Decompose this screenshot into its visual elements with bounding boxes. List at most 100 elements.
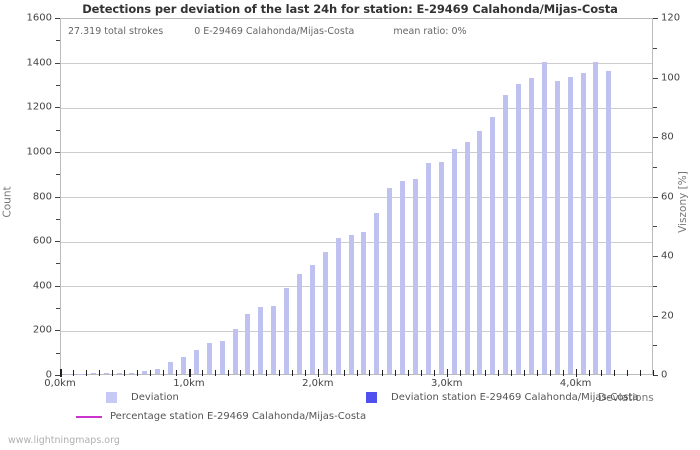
y-tick-minor-left: [56, 352, 60, 354]
x-tick-minor: [214, 370, 216, 376]
x-tick-minor: [524, 370, 526, 376]
legend-label-deviation-station[interactable]: Deviation station E-29469 Calahonda/Mija…: [391, 392, 639, 403]
bar: [438, 162, 444, 374]
y-tick-minor-right: [653, 47, 657, 49]
x-tick-label: 0,0km: [44, 378, 76, 389]
x-tick-minor: [150, 370, 152, 376]
y-tick-label-right: 80: [661, 131, 674, 143]
y-tick-minor-left: [56, 174, 60, 176]
plot-area: [60, 18, 653, 375]
x-tick-minor: [472, 370, 474, 376]
y-tick-left: [55, 107, 60, 109]
x-tick-minor: [498, 370, 500, 376]
bar: [529, 78, 535, 374]
x-tick-minor: [408, 370, 410, 376]
bar: [309, 264, 315, 374]
y-tick-label-right: 60: [661, 191, 674, 202]
bar: [541, 61, 547, 374]
bar: [490, 117, 496, 374]
bar: [387, 187, 393, 374]
y-tick-minor-left: [56, 84, 60, 86]
bar: [271, 305, 277, 374]
bar: [206, 342, 212, 374]
x-tick-minor: [588, 370, 590, 376]
bar: [361, 232, 367, 374]
bar: [606, 70, 612, 374]
y-tick-label-left: 600: [32, 235, 52, 247]
legend-swatch-deviation: [106, 392, 117, 403]
x-tick-minor: [240, 370, 242, 376]
x-tick-label: 4,0km: [559, 378, 592, 389]
bar: [593, 61, 599, 374]
y-tick-right: [653, 315, 658, 317]
y-tick-label-right: 40: [661, 250, 674, 262]
x-tick-minor: [304, 370, 306, 376]
legend-label-percentage-station[interactable]: Percentage station E-29469 Calahonda/Mij…: [110, 411, 367, 422]
x-tick-minor: [420, 370, 422, 376]
y-tick-left: [55, 330, 60, 332]
x-tick-minor: [433, 370, 435, 376]
legend-swatch-percentage-station: [76, 416, 102, 418]
bar: [516, 83, 522, 374]
x-tick-major: [575, 369, 578, 377]
y-tick-label-right: 20: [661, 310, 674, 321]
x-tick-minor: [163, 370, 165, 376]
x-tick-minor: [627, 370, 629, 376]
x-tick-major: [188, 369, 191, 377]
x-tick-minor: [459, 370, 461, 376]
y-tick-left: [55, 62, 60, 64]
x-tick-minor: [176, 370, 178, 376]
bar: [103, 373, 109, 374]
x-tick-minor: [266, 370, 268, 376]
x-tick-major: [60, 369, 62, 377]
y-tick-right: [653, 77, 658, 79]
bar: [348, 234, 354, 374]
x-tick-minor: [485, 370, 487, 376]
bar: [168, 361, 174, 374]
x-tick-minor: [536, 370, 538, 376]
y-tick-right: [653, 375, 658, 376]
y-tick-minor-left: [56, 308, 60, 310]
x-tick-minor: [601, 370, 603, 376]
x-tick-minor: [382, 370, 384, 376]
gridline: [61, 108, 652, 109]
x-tick-minor: [279, 370, 281, 376]
legend-swatch-deviation-station: [366, 392, 377, 403]
x-tick-label: 1,0km: [173, 378, 205, 389]
bar: [335, 237, 341, 374]
chart-annotations: 27.319 total strokes 0 E-29469 Calahonda…: [60, 26, 653, 40]
bar: [413, 178, 418, 374]
x-tick-minor: [549, 370, 551, 376]
y-tick-left: [55, 241, 60, 243]
bar: [245, 313, 251, 374]
x-tick-label: 3,0km: [431, 378, 463, 389]
x-tick-minor: [343, 370, 345, 376]
x-tick-minor: [562, 370, 564, 376]
y-axis-title-left: Count: [1, 186, 14, 218]
y-tick-left: [55, 151, 60, 153]
x-tick-minor: [98, 370, 100, 376]
x-tick-minor: [292, 370, 294, 376]
y-tick-minor-right: [653, 345, 657, 347]
bar: [567, 77, 573, 374]
bar: [155, 369, 161, 374]
x-tick-minor: [356, 370, 358, 376]
bar: [180, 357, 186, 374]
y-tick-right: [653, 137, 658, 138]
bar: [142, 371, 148, 374]
x-tick-minor: [137, 370, 139, 376]
y-tick-minor-left: [56, 263, 60, 265]
gridline: [61, 242, 652, 243]
bar: [296, 273, 302, 374]
x-tick-minor: [85, 370, 87, 376]
y-axis-title-right: Viszony [%]: [676, 171, 689, 233]
bar: [554, 80, 560, 374]
x-tick-minor: [201, 370, 203, 376]
y-tick-right: [653, 196, 658, 198]
x-tick-minor: [124, 370, 126, 376]
legend-label-deviation[interactable]: Deviation: [131, 392, 179, 403]
x-tick-major: [446, 369, 449, 377]
x-tick-minor: [511, 370, 513, 376]
y-tick-minor-left: [56, 40, 60, 42]
x-tick-minor: [395, 370, 397, 376]
